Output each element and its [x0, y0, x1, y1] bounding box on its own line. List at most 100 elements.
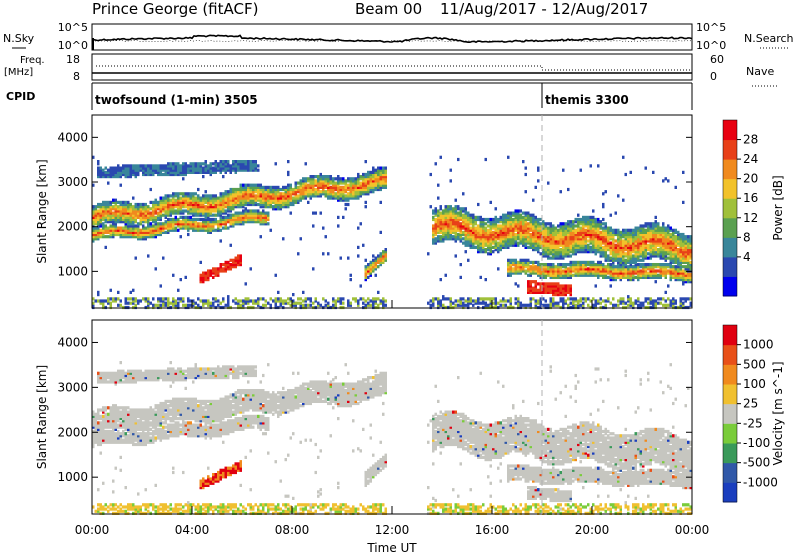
heatmap-cell [382, 168, 385, 172]
heatmap-cell [654, 275, 657, 279]
heatmap-cell [99, 202, 102, 207]
heatmap-cell [239, 303, 242, 307]
heatmap-cell [472, 226, 475, 230]
heatmap-cell [227, 209, 230, 213]
heatmap-cell [277, 187, 280, 192]
heatmap-cell [449, 297, 452, 301]
heatmap-cell [274, 185, 277, 189]
heatmap-cell [162, 224, 165, 228]
heatmap-cell [559, 275, 562, 279]
heatmap-cell [659, 273, 662, 277]
heatmap-cell [492, 245, 495, 249]
heatmap-cell [439, 278, 442, 282]
heatmap-cell [224, 166, 227, 170]
heatmap-cell [487, 237, 490, 241]
heatmap-cell [432, 299, 435, 303]
heatmap-cell [259, 215, 262, 219]
heatmap-cell [617, 271, 620, 275]
heatmap-cell [364, 271, 367, 275]
heatmap-cell [627, 278, 630, 282]
heatmap-cell [574, 265, 577, 269]
heatmap-cell [637, 269, 640, 273]
heatmap-cell [597, 232, 600, 237]
heatmap-cell [192, 213, 195, 217]
heatmap-cell [534, 245, 537, 249]
heatmap-cell [609, 267, 612, 271]
heatmap-cell [259, 235, 262, 239]
heatmap-cell [607, 230, 610, 234]
heatmap-cell [229, 243, 232, 247]
heatmap-cell [647, 226, 650, 230]
heatmap-cell [682, 275, 685, 279]
heatmap-cell [659, 243, 662, 247]
heatmap-cell [194, 170, 197, 174]
heatmap-cell [652, 271, 655, 275]
heatmap-cell [512, 224, 515, 228]
heatmap-cell [197, 303, 200, 307]
heatmap-cell [604, 245, 607, 249]
heatmap-cell [372, 301, 375, 305]
heatmap-cell [247, 194, 250, 198]
heatmap-cell [637, 273, 640, 277]
heatmap-cell [617, 232, 620, 237]
heatmap-cell [237, 254, 240, 258]
heatmap-cell [657, 301, 660, 305]
heatmap-cell [434, 207, 437, 211]
heatmap-cell [217, 213, 220, 217]
heatmap-cell [439, 228, 442, 232]
heatmap-cell [582, 273, 585, 277]
heatmap-cell [549, 245, 552, 249]
heatmap-cell [227, 295, 230, 299]
heatmap-cell [124, 226, 127, 230]
heatmap-cell [539, 286, 542, 290]
heatmap-cell [627, 237, 630, 241]
heatmap-cell [237, 220, 240, 224]
heatmap-cell [619, 267, 622, 271]
heatmap-cell [234, 205, 237, 209]
heatmap-cell [329, 177, 332, 181]
heatmap-cell [457, 157, 460, 162]
heatmap-cell [92, 303, 95, 307]
heatmap-cell [609, 265, 612, 269]
heatmap-cell [567, 220, 570, 224]
heatmap-cell [157, 230, 160, 234]
heatmap-cell [247, 217, 250, 222]
heatmap-cell [539, 235, 542, 239]
heatmap-cell [164, 196, 167, 200]
heatmap-cell [517, 237, 520, 241]
heatmap-cell [637, 245, 640, 249]
heatmap-cell [459, 301, 462, 305]
heatmap-cell [304, 179, 307, 183]
heatmap-cell [309, 299, 312, 303]
heatmap-cell [642, 269, 645, 273]
heatmap-cell [677, 252, 680, 256]
heatmap-cell [107, 175, 110, 179]
heatmap-cell [467, 217, 470, 222]
heatmap-cell [449, 299, 452, 303]
heatmap-cell [382, 170, 385, 174]
heatmap-cell [669, 232, 672, 237]
heatmap-cell [112, 299, 115, 303]
heatmap-cell [579, 265, 582, 269]
heatmap-cell [449, 211, 452, 215]
heatmap-cell [262, 190, 265, 194]
heatmap-cell [634, 267, 637, 271]
heatmap-cell [634, 245, 637, 249]
heatmap-cell [239, 192, 242, 196]
heatmap-cell [172, 297, 175, 301]
heatmap-cell [549, 282, 552, 286]
heatmap-cell [367, 271, 370, 275]
heatmap-cell [549, 228, 552, 232]
heatmap-cell [374, 258, 377, 262]
heatmap-cell [184, 202, 187, 207]
heatmap-cell [124, 230, 127, 234]
heatmap-cell [644, 267, 647, 271]
heatmap-cell [617, 248, 620, 252]
heatmap-cell [652, 224, 655, 228]
heatmap-cell [147, 232, 150, 237]
heatmap-cell [594, 220, 597, 224]
heatmap-cell [207, 209, 210, 213]
heatmap-cell [97, 166, 100, 170]
heatmap-cell [509, 211, 512, 215]
heatmap-cell [567, 187, 570, 192]
